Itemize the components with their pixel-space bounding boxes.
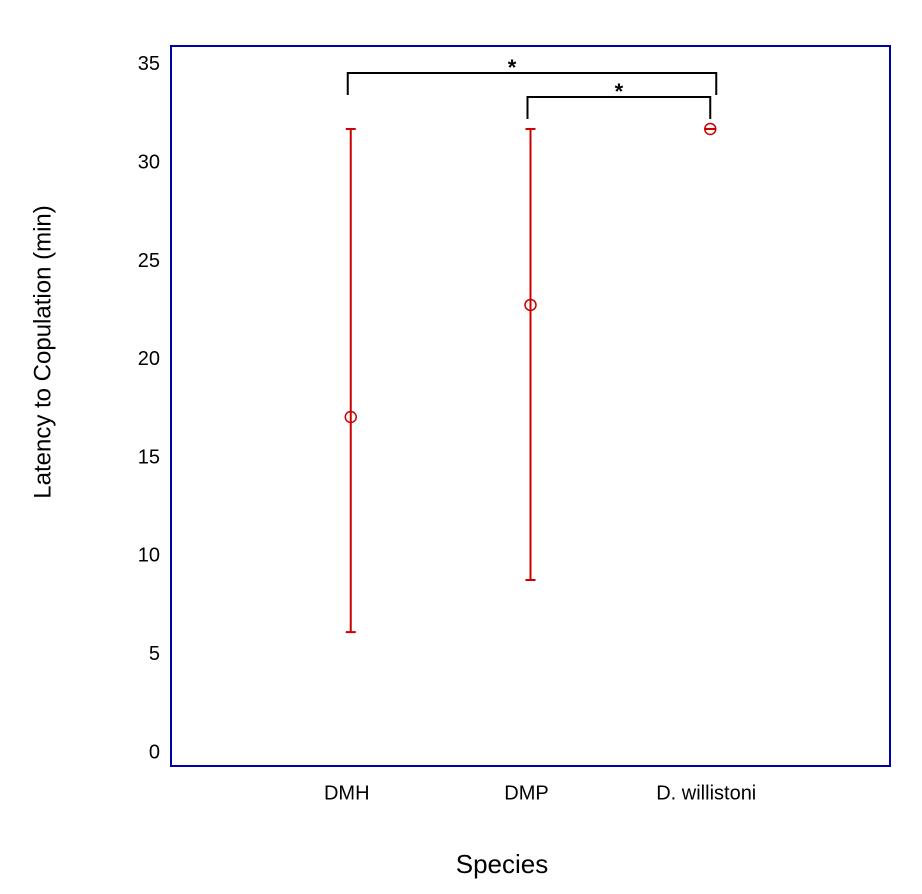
y-tick-label: 15 [138, 446, 160, 468]
x-tick-label: D. willistoni [656, 782, 756, 804]
x-tick-label: DMP [504, 782, 548, 804]
mean-marker [344, 410, 357, 424]
y-tick-label: 20 [138, 348, 160, 370]
x-tick-label: DMH [324, 782, 370, 804]
y-axis-label: Latency to Copulation (min) [29, 205, 56, 498]
significance-bracket [346, 72, 718, 95]
mean-marker [524, 298, 537, 312]
plot-frame [170, 45, 891, 767]
mean-marker [704, 122, 717, 136]
x-axis-label: Species [456, 849, 549, 879]
significance-bracket [526, 96, 712, 119]
y-tick-label: 35 [138, 53, 160, 75]
y-tick-label: 25 [138, 250, 160, 272]
y-tick-label: 10 [138, 545, 160, 567]
significance-label: * [508, 55, 517, 80]
y-tick-label: 0 [149, 741, 160, 763]
y-tick-label: 30 [138, 151, 160, 173]
significance-label: * [615, 79, 624, 104]
y-tick-label: 5 [149, 643, 160, 665]
